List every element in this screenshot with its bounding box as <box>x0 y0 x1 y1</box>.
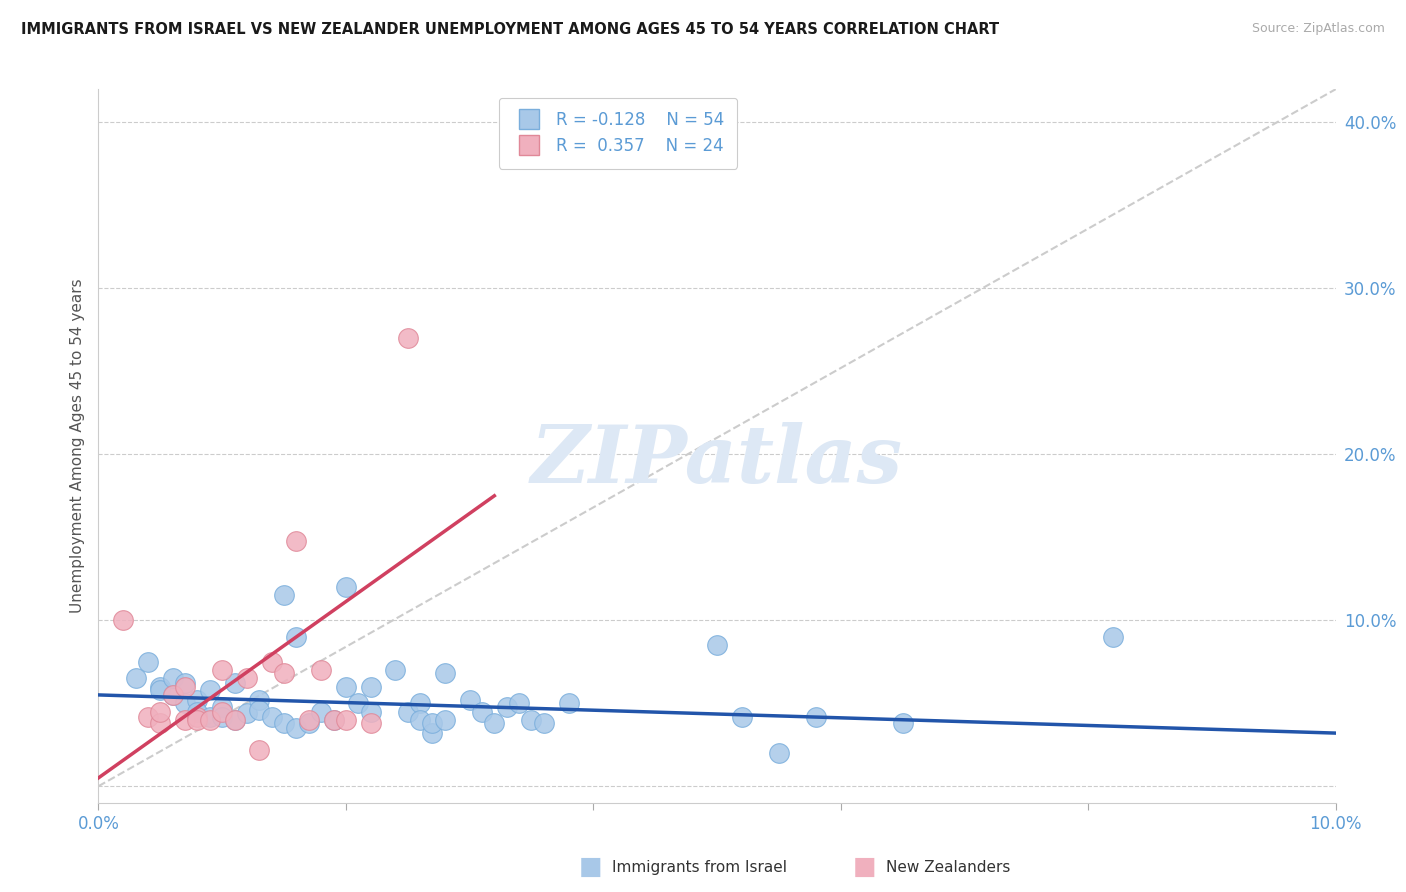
Text: Source: ZipAtlas.com: Source: ZipAtlas.com <box>1251 22 1385 36</box>
Point <box>409 696 432 710</box>
Point <box>211 699 233 714</box>
Point <box>384 663 406 677</box>
Point <box>396 705 419 719</box>
Point <box>174 713 197 727</box>
Point <box>236 706 259 721</box>
Point <box>335 680 357 694</box>
Point <box>347 696 370 710</box>
Text: New Zealanders: New Zealanders <box>886 860 1010 874</box>
Point <box>136 709 159 723</box>
Point <box>273 716 295 731</box>
Point <box>186 693 208 707</box>
Point <box>322 713 344 727</box>
Point <box>149 705 172 719</box>
Point <box>149 682 172 697</box>
Point <box>731 709 754 723</box>
Point <box>557 696 579 710</box>
Point <box>112 613 135 627</box>
Point <box>247 742 270 756</box>
Point <box>804 709 827 723</box>
Point <box>433 666 456 681</box>
Point <box>309 663 332 677</box>
Point <box>433 713 456 727</box>
Point <box>186 705 208 719</box>
Point <box>247 693 270 707</box>
Point <box>198 713 221 727</box>
Point <box>198 682 221 697</box>
Point <box>174 680 197 694</box>
Point <box>422 716 444 731</box>
Point <box>149 680 172 694</box>
Point <box>273 666 295 681</box>
Y-axis label: Unemployment Among Ages 45 to 54 years: Unemployment Among Ages 45 to 54 years <box>70 278 86 614</box>
Point <box>768 746 790 760</box>
Point <box>360 716 382 731</box>
Legend: R = -0.128    N = 54, R =  0.357    N = 24: R = -0.128 N = 54, R = 0.357 N = 24 <box>499 97 737 169</box>
Point <box>533 716 555 731</box>
Point <box>124 671 146 685</box>
Point <box>458 693 481 707</box>
Point <box>247 703 270 717</box>
Point <box>1102 630 1125 644</box>
Point <box>224 713 246 727</box>
Text: Immigrants from Israel: Immigrants from Israel <box>612 860 786 874</box>
Point <box>162 671 184 685</box>
Point <box>422 726 444 740</box>
Point <box>136 655 159 669</box>
Point <box>224 676 246 690</box>
Point <box>162 688 184 702</box>
Point <box>285 721 308 735</box>
Point <box>162 688 184 702</box>
Text: ■: ■ <box>579 855 602 879</box>
Point <box>495 699 517 714</box>
Point <box>706 638 728 652</box>
Text: ZIPatlas: ZIPatlas <box>531 422 903 499</box>
Text: ■: ■ <box>853 855 876 879</box>
Point <box>309 705 332 719</box>
Text: IMMIGRANTS FROM ISRAEL VS NEW ZEALANDER UNEMPLOYMENT AMONG AGES 45 TO 54 YEARS C: IMMIGRANTS FROM ISRAEL VS NEW ZEALANDER … <box>21 22 1000 37</box>
Point <box>174 696 197 710</box>
Point <box>484 716 506 731</box>
Point <box>273 588 295 602</box>
Point <box>520 713 543 727</box>
Point <box>471 705 494 719</box>
Point <box>260 709 283 723</box>
Point <box>236 671 259 685</box>
Point <box>335 713 357 727</box>
Point <box>409 713 432 727</box>
Point <box>224 713 246 727</box>
Point <box>285 630 308 644</box>
Point <box>508 696 530 710</box>
Point <box>360 705 382 719</box>
Point <box>891 716 914 731</box>
Point <box>360 680 382 694</box>
Point <box>211 709 233 723</box>
Point <box>186 713 208 727</box>
Point <box>298 716 321 731</box>
Point <box>149 716 172 731</box>
Point <box>186 709 208 723</box>
Point <box>335 580 357 594</box>
Point <box>322 713 344 727</box>
Point <box>198 709 221 723</box>
Point <box>174 676 197 690</box>
Point <box>298 713 321 727</box>
Point <box>285 533 308 548</box>
Point <box>396 331 419 345</box>
Point <box>211 663 233 677</box>
Point <box>260 655 283 669</box>
Point <box>211 705 233 719</box>
